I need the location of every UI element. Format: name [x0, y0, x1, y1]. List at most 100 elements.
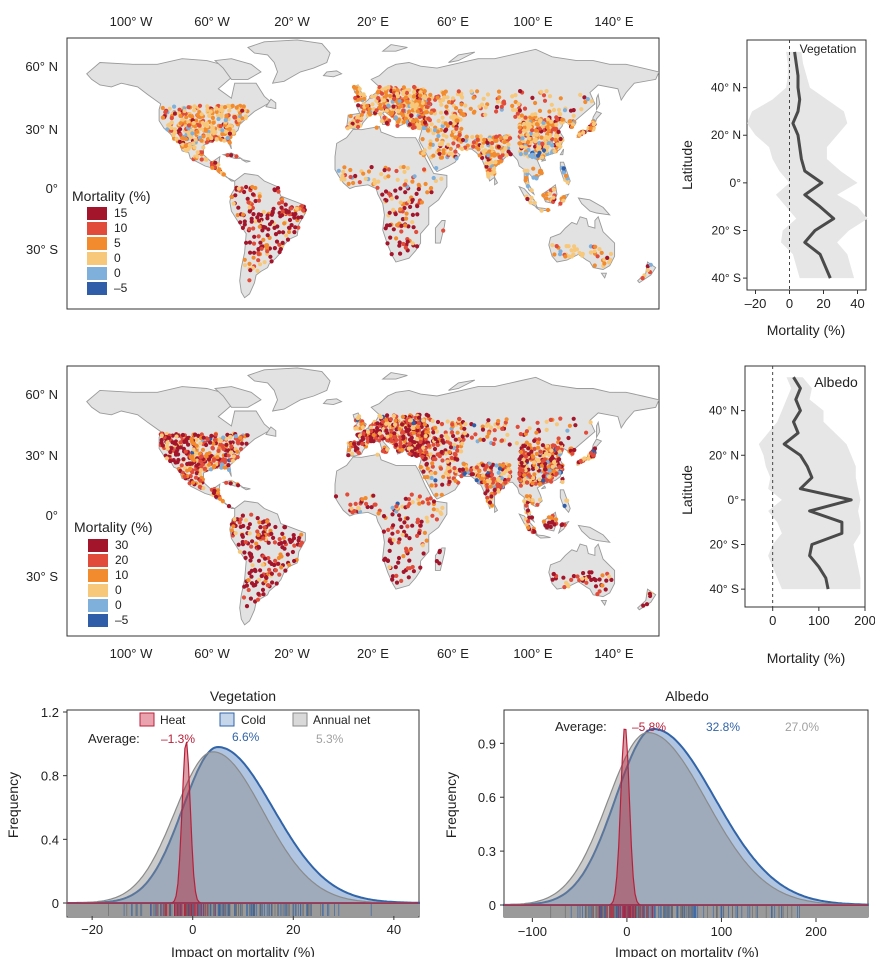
- x-tick-label: 100: [711, 924, 733, 939]
- city-dot: [548, 524, 553, 530]
- city-dot: [226, 463, 231, 468]
- city-dot: [174, 434, 179, 439]
- average-label: Average:: [555, 719, 607, 734]
- city-dot: [493, 135, 498, 140]
- city-dot: [236, 542, 241, 547]
- city-dot: [415, 424, 420, 429]
- city-dot: [488, 484, 493, 489]
- city-dot: [233, 434, 238, 439]
- city-dot: [275, 186, 281, 191]
- city-dot: [243, 114, 248, 119]
- city-dot: [289, 223, 294, 228]
- city-dot: [384, 120, 389, 125]
- city-dot: [402, 205, 407, 211]
- city-dot: [263, 579, 268, 584]
- city-dot: [250, 539, 255, 544]
- lon-tick-60w: 60° W: [194, 646, 230, 661]
- city-dot: [430, 461, 435, 466]
- city-dot: [493, 138, 498, 143]
- city-dot: [164, 456, 169, 461]
- rug-marks: [108, 904, 372, 916]
- legend-label: 0: [114, 266, 121, 280]
- city-dot: [284, 209, 289, 215]
- city-dot: [415, 244, 420, 249]
- city-dot: [236, 483, 241, 488]
- city-dot: [479, 476, 485, 481]
- city-dot: [415, 433, 420, 438]
- city-dot: [367, 107, 372, 112]
- city-dot: [523, 151, 528, 156]
- vegetation-profile-panel: 40° N 20° N 0° 20° S 40° S –20 0 20 40 Vegetatio…: [679, 39, 868, 338]
- city-dot: [451, 433, 456, 439]
- city-dot: [380, 419, 385, 424]
- x-tick-label: 20: [286, 922, 300, 937]
- city-dot: [575, 574, 580, 579]
- city-dot: [410, 212, 415, 217]
- city-dot: [416, 421, 421, 426]
- city-dot: [451, 141, 456, 146]
- city-dot: [365, 436, 370, 441]
- city-dot: [351, 180, 356, 186]
- city-dot: [226, 453, 231, 458]
- city-dot: [396, 560, 401, 565]
- city-dot: [518, 89, 523, 94]
- city-dot: [168, 449, 173, 455]
- city-dot: [375, 452, 380, 457]
- city-dot: [422, 422, 427, 427]
- city-dot: [433, 470, 438, 476]
- city-dot: [444, 127, 449, 132]
- city-dot: [460, 441, 465, 446]
- city-dot: [294, 206, 299, 211]
- city-dot: [378, 111, 383, 117]
- city-dot: [279, 213, 285, 218]
- city-dot: [403, 496, 408, 501]
- city-dot: [183, 143, 188, 149]
- city-dot: [358, 92, 363, 97]
- city-dot: [296, 215, 301, 220]
- city-dot: [178, 121, 183, 126]
- city-dot: [526, 121, 531, 126]
- city-dot: [517, 476, 522, 481]
- city-dot: [557, 457, 562, 462]
- city-dot: [260, 520, 265, 525]
- city-dot: [392, 431, 397, 436]
- city-dot: [365, 429, 371, 434]
- city-dot: [457, 416, 462, 422]
- city-dot: [534, 430, 539, 435]
- city-dot: [517, 108, 523, 113]
- city-dot: [279, 554, 284, 559]
- city-dot: [475, 134, 480, 139]
- city-dot: [549, 479, 554, 484]
- city-dot: [561, 166, 566, 171]
- city-dot: [394, 427, 399, 432]
- city-dot: [266, 227, 271, 232]
- city-dot: [449, 455, 454, 461]
- city-dot: [193, 432, 198, 437]
- city-dot: [456, 89, 461, 94]
- profile-title: Albedo: [814, 374, 858, 390]
- city-dot: [552, 522, 557, 527]
- city-dot: [395, 88, 400, 93]
- city-dot: [180, 432, 185, 438]
- city-dot: [242, 550, 247, 555]
- city-dot: [523, 468, 528, 473]
- city-dot: [299, 215, 304, 220]
- city-dot: [225, 153, 230, 158]
- x-tick-label: 200: [854, 613, 875, 628]
- city-dot: [540, 443, 546, 448]
- city-dot: [521, 417, 526, 422]
- x-tick-label: 0: [786, 296, 793, 311]
- landmass-new-guinea: [577, 197, 611, 216]
- city-dot: [372, 181, 377, 186]
- city-dot: [525, 168, 530, 173]
- city-dot: [183, 449, 188, 454]
- city-dot: [402, 169, 407, 174]
- city-dot: [571, 113, 576, 118]
- city-dot: [517, 472, 522, 477]
- city-dot: [280, 531, 285, 537]
- legend-swatch: [88, 614, 108, 627]
- city-dot: [475, 137, 480, 142]
- city-dot: [392, 434, 397, 440]
- landmass-north-america: [86, 58, 272, 182]
